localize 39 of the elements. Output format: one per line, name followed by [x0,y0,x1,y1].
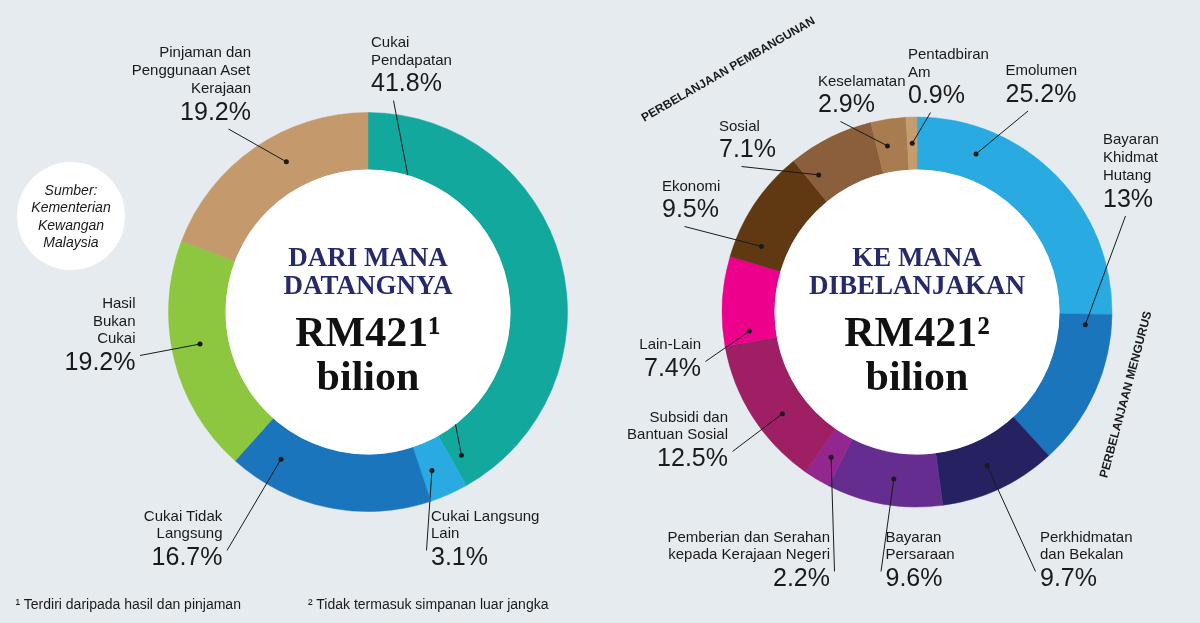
text: DARI MANA DATANGNYA [283,241,454,300]
data-label: 2.2% [773,562,830,591]
slice-label: Cukai Tidak Langsung [143,506,223,542]
data-label: 2.9% [818,89,875,118]
slice-label: Bayaran Persaraan [885,527,955,563]
slice-label: Hasil Bukan Cukai [92,293,136,347]
data-label: 13% [1103,183,1154,212]
slice-label: Emolumen [1005,61,1078,79]
text: KE MANA DIBELANJAKAN [808,241,1026,300]
slice-label: Cukai Pendapatan [371,32,452,68]
data-label: 19.2% [180,96,251,125]
data-label: 3.1% [431,541,488,570]
data-label: 16.7% [151,541,223,570]
slice-label: Sosial [719,116,760,134]
data-label: 7.1% [719,134,776,163]
slice-label: Ekonomi [662,176,721,194]
slice-label: Perkhidmatan dan Bekalan [1040,527,1133,563]
text: ¹ Terdiri daripada hasil dan pinjaman [15,596,241,613]
slice-label: Cukai Langsung Lain [431,506,540,542]
data-label: 7.4% [644,352,701,381]
slice-label: Pentadbiran Am [908,44,989,80]
slice-label: Pemberian dan Serahan kepada Kerajaan Negeri [667,527,831,563]
slice-label: Subsidi dan Bantuan Sosial [627,407,729,443]
text: RM421¹ bilion [295,309,441,399]
slice-label: Keselamatan [818,71,906,89]
data-label: 9.5% [662,194,719,223]
data-label: 9.6% [885,562,943,591]
data-label: 0.9% [908,80,965,109]
data-label: 25.2% [1005,78,1077,107]
text: ² Tidak termasuk simpanan luar jangka [308,596,549,613]
data-label: 41.8% [371,68,442,97]
text: Sumber: Kementerian Kewangan Malaysia [31,181,111,251]
slice-label: Bayaran Khidmat Hutang [1103,130,1159,184]
data-label: 19.2% [64,346,136,375]
data-label: 9.7% [1040,562,1097,591]
slice-label: Lain-Lain [639,335,701,353]
slice-label: Pinjaman dan Penggunaan Aset Kerajaan [131,43,252,97]
text: RM421² bilion [844,309,990,399]
data-label: 12.5% [657,442,728,471]
